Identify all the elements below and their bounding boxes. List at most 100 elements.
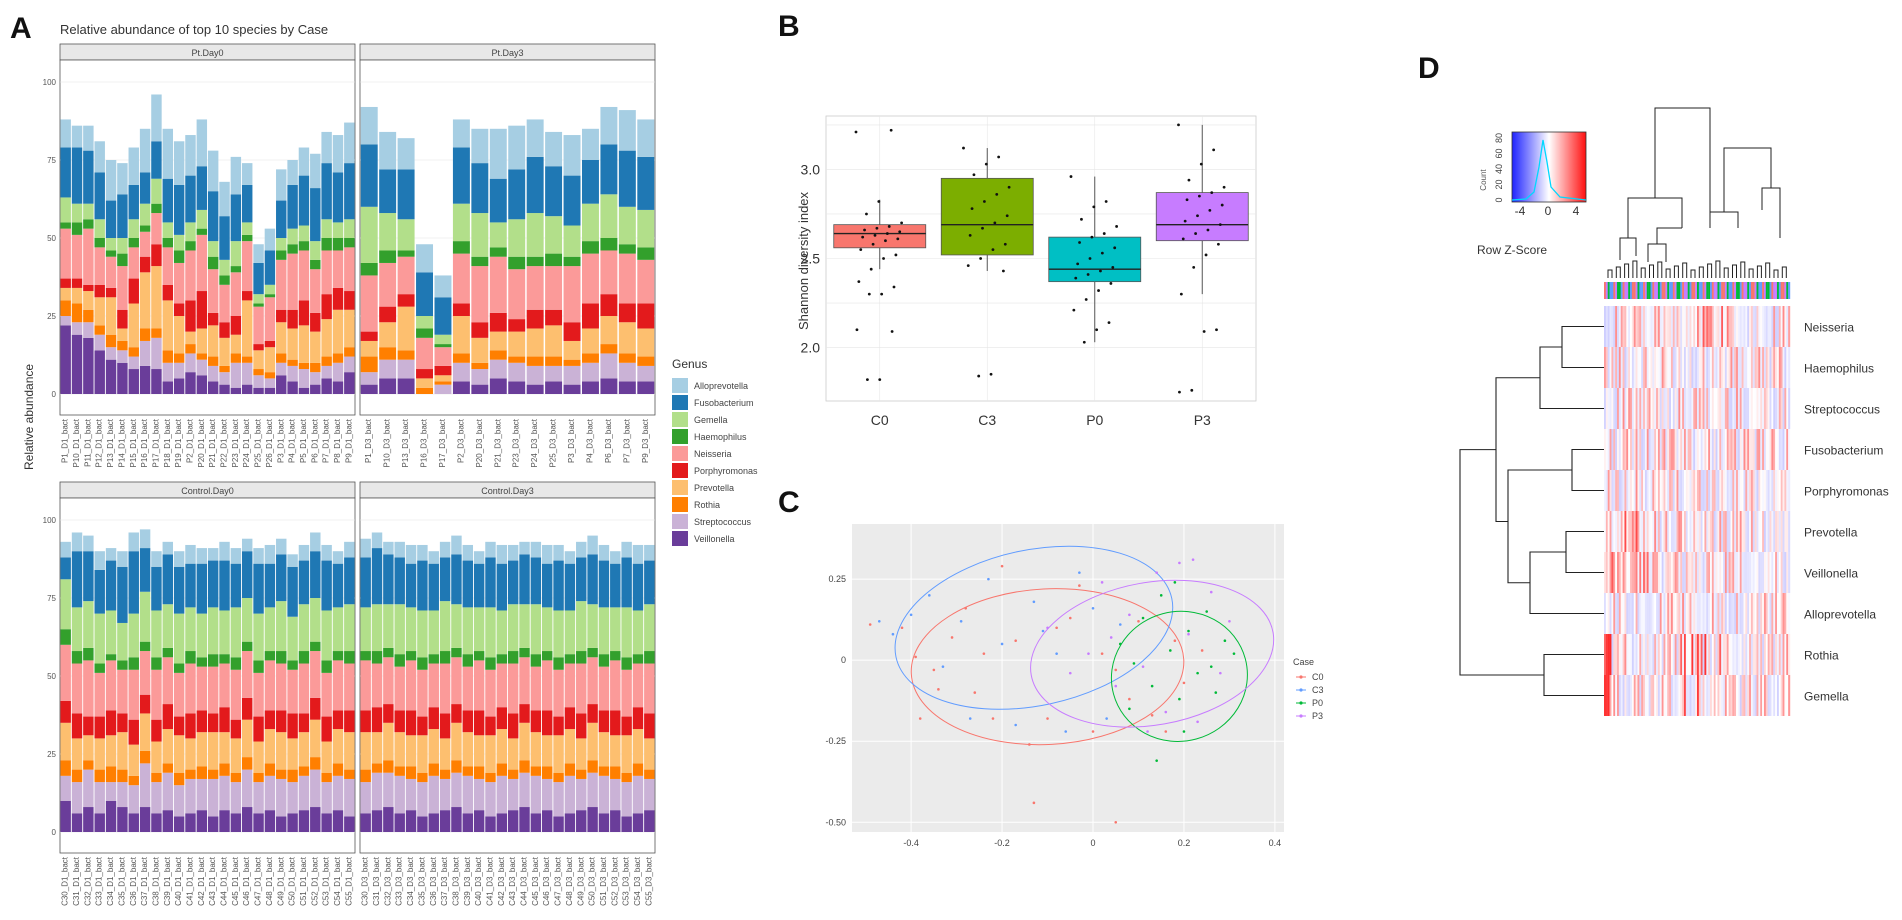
bar-segment (162, 604, 174, 648)
heatmap-cell (1650, 552, 1653, 593)
column-sidebar-cell (1648, 282, 1651, 299)
heatmap-cell (1771, 634, 1774, 675)
heatmap-cell (1691, 552, 1694, 593)
bar-segment (545, 309, 563, 326)
column-sidebar-cell (1685, 282, 1688, 299)
bar-segment (276, 554, 287, 602)
bar-segment (451, 657, 462, 705)
bar-segment (83, 309, 94, 323)
heatmap-cell (1669, 470, 1672, 511)
bar-segment (287, 813, 298, 832)
bar-segment (162, 541, 174, 555)
heatmap-cell (1773, 675, 1776, 716)
heatmap-cell (1635, 634, 1638, 675)
y-tick-label: 50 (47, 234, 56, 243)
sample-tick-label: P2_D1_bact (185, 418, 194, 463)
heatmap-cell (1700, 593, 1703, 634)
heatmap-cell (1618, 306, 1621, 347)
heatmap-cell (1691, 388, 1694, 429)
data-point (1111, 266, 1115, 269)
heatmap-cell (1659, 511, 1662, 552)
bar-segment (618, 206, 636, 245)
bar-segment (276, 309, 287, 323)
heatmap-cell (1706, 552, 1709, 593)
heatmap-cell (1676, 429, 1679, 470)
heatmap-cell (1726, 470, 1729, 511)
heatmap-cell (1780, 429, 1783, 470)
bar-segment (276, 816, 287, 832)
heatmap-cell (1635, 347, 1638, 388)
sample-tick-label: P8_D1_bact (333, 418, 342, 463)
heatmap-cell (1706, 470, 1709, 511)
bar-segment (417, 782, 428, 817)
heatmap-cell (1773, 552, 1776, 593)
data-point (1215, 328, 1218, 332)
heatmap-cell (1726, 634, 1729, 675)
heatmap-cell (1607, 593, 1610, 634)
data-point (1183, 219, 1187, 223)
heatmap-cell (1719, 388, 1722, 429)
heatmap-cell (1605, 347, 1608, 388)
heatmap-cell (1624, 675, 1627, 716)
heatmap-cell (1674, 675, 1677, 716)
bar-segment (618, 353, 636, 363)
heatmap-cell (1674, 593, 1677, 634)
heatmap-cell (1609, 511, 1612, 552)
legend-label: Gemella (694, 415, 728, 425)
panel-label-c: C (778, 486, 800, 519)
heatmap-cell (1631, 470, 1634, 511)
heatmap-cell (1708, 470, 1711, 511)
heatmap-cell (1674, 347, 1677, 388)
heatmap-cell (1618, 675, 1621, 716)
bar-segment (139, 328, 151, 341)
bar-segment (230, 548, 242, 564)
heatmap-cell (1771, 306, 1774, 347)
bar-segment (139, 231, 151, 257)
heatmap-cell (1659, 429, 1662, 470)
heatmap-cell (1706, 388, 1709, 429)
bar-segment (230, 738, 242, 773)
bar-segment (151, 141, 162, 179)
bar-segment (128, 278, 139, 304)
heatmap-cell (1708, 511, 1711, 552)
bar-segment (632, 729, 644, 764)
column-dendrogram-branch (1756, 265, 1762, 278)
bar-segment (581, 253, 599, 304)
heatmap-cell (1767, 388, 1770, 429)
heatmap-cell (1691, 675, 1694, 716)
heatmap-cell (1763, 511, 1767, 552)
data-point (898, 230, 902, 234)
heatmap-cell (1628, 388, 1631, 429)
heatmap-cell (1657, 306, 1660, 347)
bar-segment (185, 135, 196, 176)
bar-segment (394, 654, 405, 667)
bar-segment (332, 135, 344, 173)
bar-segment (451, 807, 462, 832)
column-dendrogram-branch (1748, 268, 1754, 278)
x-tick-label: 0.4 (1269, 838, 1282, 848)
bar-segment (219, 775, 230, 811)
bar-segment (71, 278, 83, 288)
heatmap-cell (1641, 511, 1644, 552)
heatmap-cell (1736, 388, 1739, 429)
data-point (1000, 564, 1004, 568)
heatmap-cell (1776, 306, 1780, 347)
bar-segment (473, 563, 485, 608)
bar-segment (83, 203, 94, 220)
heatmap-cell (1739, 675, 1742, 716)
heatmap-cell (1765, 675, 1768, 716)
heatmap-cell (1708, 593, 1711, 634)
bar-segment (241, 598, 253, 642)
bar-segment (545, 356, 563, 366)
heatmap-cell (1654, 347, 1657, 388)
bar-segment (219, 560, 230, 611)
bar-segment (71, 147, 83, 204)
column-sidebar-cell (1618, 282, 1621, 299)
bar-segment (173, 353, 185, 363)
bar-segment (618, 362, 636, 382)
bar-segment (185, 813, 196, 832)
heatmap-cell (1698, 552, 1701, 593)
heatmap-cell (1659, 347, 1662, 388)
bar-segment (397, 169, 415, 220)
data-point (909, 613, 913, 617)
